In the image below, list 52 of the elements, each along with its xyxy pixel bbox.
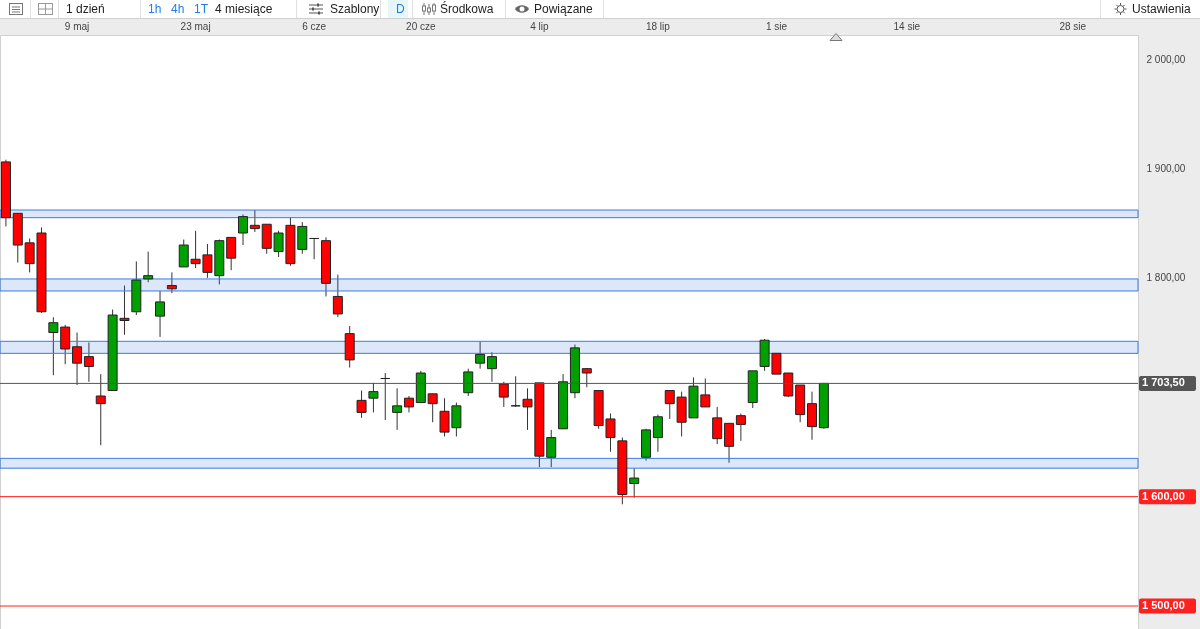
- x-tick-label: 4 lip: [530, 20, 549, 32]
- x-tick-label: 28 sie: [1059, 20, 1087, 32]
- candlestick: [486, 351, 497, 383]
- y-tick-label: 1 800,00: [1146, 272, 1186, 284]
- candlestick: [475, 340, 486, 370]
- candlestick: [95, 373, 106, 446]
- x-tick-label: 18 lip: [645, 20, 671, 32]
- text: 1h: [148, 2, 162, 16]
- candlestick: [356, 390, 367, 419]
- candlestick: [166, 271, 177, 294]
- ref-line-label: 1 600,00: [1142, 489, 1185, 502]
- candlestick: [712, 406, 723, 445]
- text: Środkowa: [440, 2, 494, 16]
- ref-line-label: 1 703,50: [1142, 376, 1185, 389]
- candlestick: [83, 341, 94, 383]
- candlestick: [238, 213, 249, 246]
- text: D: [396, 2, 405, 16]
- candlestick: [72, 332, 83, 386]
- text: Szablony: [330, 2, 380, 16]
- x-tick-label: 1 sie: [765, 20, 788, 32]
- ref-line-label: 1 500,00: [1142, 599, 1185, 612]
- x-tick-label: 9 maj: [64, 20, 90, 32]
- candlestick: [807, 391, 818, 441]
- candlestick: [629, 467, 640, 499]
- candlestick: [155, 290, 166, 338]
- candlestick: [48, 316, 59, 376]
- candlestick: [463, 368, 474, 397]
- candlestick: [581, 368, 592, 388]
- candlestick: [368, 382, 379, 413]
- candlestick: [143, 251, 154, 283]
- candlestick: [249, 209, 260, 233]
- candlestick: [735, 413, 746, 442]
- x-tick-label: 6 cze: [302, 20, 327, 32]
- candlestick: [226, 236, 237, 271]
- text: 1 dzień: [66, 2, 105, 16]
- candlestick: [392, 387, 403, 431]
- y-tick-label: 1 900,00: [1146, 162, 1186, 174]
- text: Ustawienia: [1132, 2, 1191, 16]
- candlestick: [724, 422, 735, 464]
- text: 4h: [171, 2, 185, 16]
- candlestick: [498, 381, 509, 408]
- text: Powiązane: [534, 2, 593, 16]
- candlestick: [427, 393, 438, 423]
- text: 4 miesiące: [215, 2, 273, 16]
- candlestick: [60, 324, 71, 365]
- x-tick-label: 23 maj: [180, 20, 211, 32]
- candlestick: [652, 414, 663, 453]
- candlestick: [332, 274, 343, 318]
- x-tick-label: 14 sie: [893, 20, 921, 32]
- text: 1T: [194, 2, 209, 16]
- x-tick-label: 20 cze: [406, 20, 436, 32]
- y-tick-label: 2 000,00: [1146, 53, 1186, 65]
